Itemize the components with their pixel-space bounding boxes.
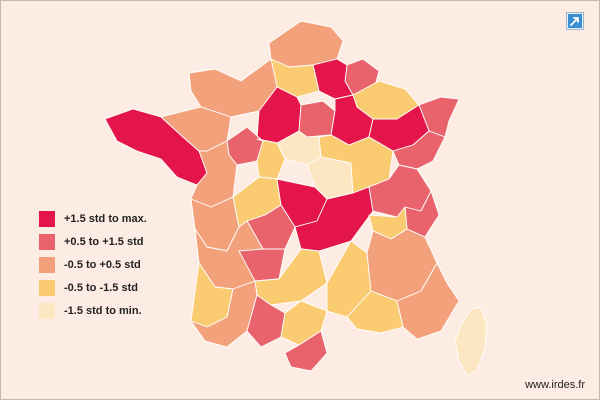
legend-item: -0.5 to -1.5 std	[39, 276, 147, 299]
expand-button[interactable]	[566, 12, 584, 30]
source-credit-link[interactable]: www.irdes.fr	[525, 379, 585, 391]
legend-swatch	[39, 256, 55, 273]
region-ardennes[interactable]	[312, 58, 354, 100]
legend-item: -0.5 to +0.5 std	[39, 253, 147, 276]
legend-item: -1.5 std to min.	[39, 299, 147, 322]
legend-label: -0.5 to +0.5 std	[64, 258, 141, 271]
legend-label: -0.5 to -1.5 std	[64, 281, 138, 294]
region-dordogne[interactable]	[238, 248, 286, 282]
legend-label: +1.5 std to max.	[64, 212, 147, 225]
expand-arrow-icon	[568, 14, 582, 28]
legend-item: +0.5 to +1.5 std	[39, 230, 147, 253]
region-corsica[interactable]	[454, 306, 488, 376]
region-pyrenees[interactable]	[190, 280, 258, 348]
legend-swatch	[39, 279, 55, 296]
legend-swatch	[39, 210, 55, 227]
legend-label: -1.5 std to min.	[64, 304, 142, 317]
region-champagne[interactable]	[298, 100, 336, 138]
legend-item: +1.5 std to max.	[39, 207, 147, 230]
regions-layer	[104, 20, 488, 376]
legend-swatch	[39, 233, 55, 250]
region-alpes[interactable]	[396, 262, 460, 340]
map-legend: +1.5 std to max. +0.5 to +1.5 std -0.5 t…	[39, 207, 147, 322]
legend-swatch	[39, 302, 55, 319]
region-pyrenees-orientales[interactable]	[284, 330, 328, 372]
legend-label: +0.5 to +1.5 std	[64, 235, 144, 248]
